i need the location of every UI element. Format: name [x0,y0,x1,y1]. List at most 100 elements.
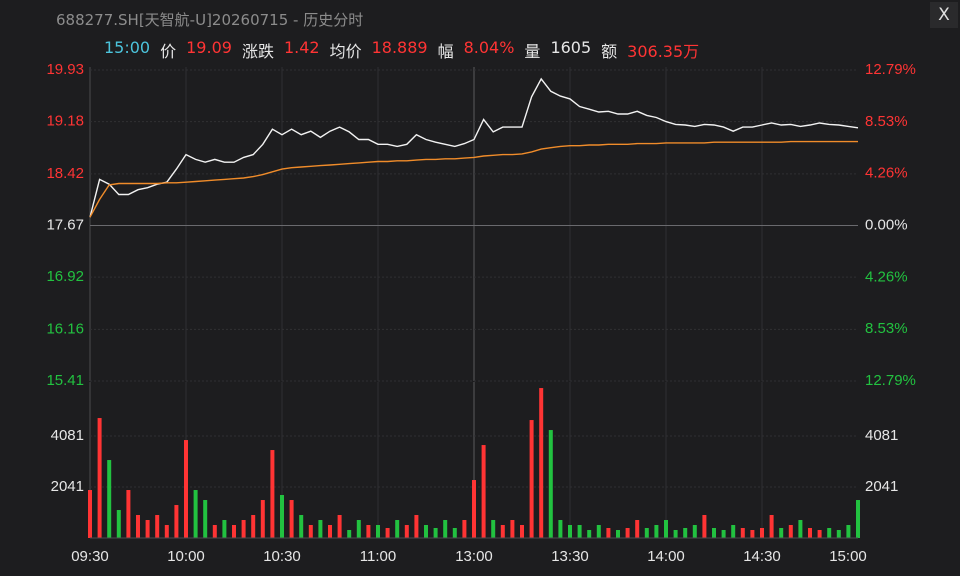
volume-bar [558,520,563,538]
volume-bar [126,490,131,538]
volume-bar [414,515,419,538]
volume-bar [760,528,764,538]
quote-label: 幅 [437,42,454,61]
volume-bar [289,500,294,538]
volume-bar [337,515,342,538]
close-button[interactable]: X [930,2,958,28]
volume-bar [155,515,160,538]
volume-bar [788,525,793,538]
volume-bar [635,520,640,538]
volume-bar [270,450,275,538]
volume-bar [260,500,265,538]
volume-bar [318,520,323,538]
volume-bar [88,490,92,538]
x-tick-label: 11:00 [360,548,396,565]
volume-bar [769,515,774,538]
volume-bar [395,520,400,538]
quote-bar: 15:00 价 19.09 涨跌 1.42 均价 18.889 幅 8.04% 量 1605 额 306… [104,38,699,62]
volume-bar [568,525,572,538]
volume-bar [702,515,707,538]
volume-bar [510,520,515,538]
volume-bar [836,530,841,538]
volume-bar [452,528,457,538]
price-line [89,140,858,218]
y-tick-label: 4081 [51,427,84,444]
volume-bar [299,515,304,538]
quote-value: 1.42 [283,38,320,57]
y-tick-label: 17.67 [46,216,84,233]
y-tick-label: 16.16 [46,320,84,337]
y2-tick-label: 8.53% [865,320,908,337]
price-line [89,77,859,218]
volume-bar [145,520,150,538]
y-tick-label: 15.41 [46,372,84,389]
volume-bar [625,528,630,538]
x-tick-label: 13:30 [551,548,589,565]
volume-bar [520,525,524,538]
y-tick-label: 2041 [51,478,84,495]
volume-bar [606,528,611,538]
y2-tick-label: 0.00% [865,216,908,233]
volume-bar [241,520,246,538]
volume-bar [654,525,659,538]
volume-bar [500,525,505,538]
quote-value: 1605 [550,38,592,57]
y2-tick-label: 8.53% [865,113,908,130]
x-tick-label: 14:00 [647,548,685,565]
x-tick-label: 10:30 [263,548,301,565]
volume-bar [222,520,227,538]
volume-bar [443,520,448,538]
volume-bar [616,530,620,538]
quote-label: 涨跌 [241,42,274,61]
volume-bar [212,525,217,538]
volume-bar [731,525,736,538]
volume-bar [116,510,121,538]
volume-bar [472,480,476,538]
volume-bar [683,528,688,538]
y2-tick-label: 4.26% [865,165,908,182]
y2-tick-label: 2041 [865,478,898,495]
volume-bar [740,528,745,538]
volume-bar [164,525,169,538]
volume-bar [491,520,496,538]
volume-bar [347,530,352,538]
y2-tick-label: 4.26% [865,268,908,285]
volume-bar [385,528,390,538]
volume-bar [404,525,409,538]
volume-bar [97,418,102,538]
volume-bar [817,530,822,538]
volume-bar [328,525,332,538]
volume-bar [232,525,236,538]
volume-bar [721,530,726,538]
volume-bar [712,528,716,538]
y-tick-label: 16.92 [46,268,84,285]
volume-bar [107,460,112,538]
volume-bar [692,525,697,538]
volume-bar [750,530,755,538]
volume-bar [462,520,467,538]
x-tick-label: 14:30 [743,548,781,565]
volume-bar [664,520,668,538]
volume-bar [808,528,812,538]
volume-bar [673,530,678,538]
volume-bar [366,525,371,538]
x-tick-label: 09:30 [71,548,109,565]
volume-bar [798,520,803,538]
volume-bar [424,525,428,538]
y-tick-label: 18.42 [46,165,84,182]
volume-bar [356,520,361,538]
y-tick-label: 19.18 [46,113,84,130]
quote-label: 价 [160,42,177,61]
quote-value: 18.889 [371,38,428,57]
volume-bar [577,525,582,538]
volume-bar [587,530,592,538]
volume-bar [779,528,784,538]
x-tick-label: 10:00 [167,548,205,565]
quote-time: 15:00 [104,38,151,57]
volume-bar [846,525,851,538]
volume-bar [251,515,256,538]
y2-tick-label: 4081 [865,427,898,444]
volume-bar [644,528,649,538]
y2-tick-label: 12.79% [865,372,916,389]
volume-bar [203,500,208,538]
